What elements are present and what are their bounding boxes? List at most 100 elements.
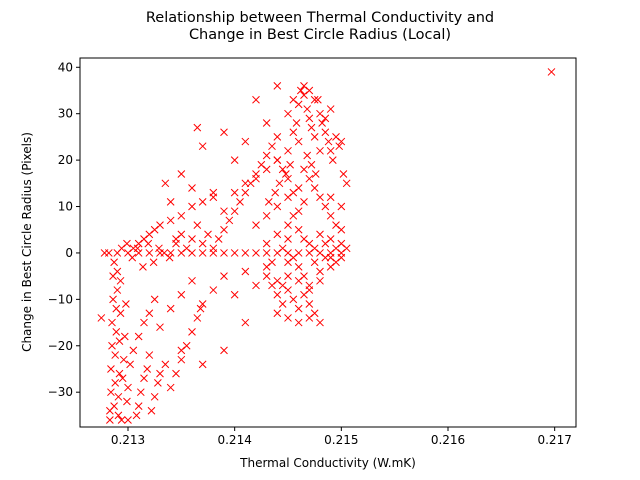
data-point-247	[128, 253, 137, 262]
data-point-15	[113, 267, 122, 276]
data-point-98	[166, 216, 175, 225]
data-point-11	[111, 351, 120, 359]
data-point-177	[294, 304, 303, 313]
data-point-47	[188, 327, 196, 336]
data-point-28	[124, 416, 132, 424]
data-point-263	[278, 165, 287, 174]
data-point-204	[307, 160, 316, 169]
data-point-62	[241, 267, 250, 276]
y-tick-label: 30	[58, 107, 73, 121]
data-point-154	[273, 202, 282, 211]
data-point-44	[172, 369, 180, 378]
data-point-238	[177, 230, 186, 239]
data-point-14	[113, 286, 122, 294]
data-point-232	[209, 244, 218, 253]
data-point-201	[326, 193, 335, 202]
data-point-203	[303, 151, 312, 160]
data-point-53	[150, 295, 159, 304]
data-point-222	[262, 151, 271, 160]
data-point-137	[324, 137, 333, 146]
data-point-157	[294, 225, 303, 234]
data-point-156	[252, 221, 260, 229]
data-point-183	[278, 300, 287, 308]
data-point-80	[220, 249, 228, 257]
data-point-8	[110, 258, 118, 267]
data-point-194	[294, 276, 303, 285]
data-point-216	[264, 198, 273, 206]
data-point-176	[289, 295, 298, 304]
data-point-246	[133, 244, 142, 253]
data-point-264	[273, 156, 282, 164]
data-point-145	[300, 165, 308, 174]
data-point-188	[273, 230, 282, 239]
data-point-237	[182, 244, 191, 253]
data-point-132	[310, 133, 319, 141]
data-point-31	[129, 346, 138, 355]
data-point-118	[220, 128, 228, 137]
data-point-243	[149, 258, 158, 267]
data-point-57	[188, 276, 196, 285]
data-point-50	[134, 332, 143, 341]
data-point-127	[296, 86, 305, 95]
data-point-205	[311, 170, 320, 178]
data-point-29	[124, 383, 132, 392]
data-point-116	[198, 142, 207, 151]
data-point-30	[126, 360, 134, 369]
data-point-9	[110, 402, 118, 410]
data-point-192	[268, 258, 276, 267]
data-point-229	[225, 216, 234, 225]
data-point-37	[145, 351, 154, 359]
data-point-245	[139, 263, 147, 271]
data-point-161	[316, 230, 324, 239]
data-point-59	[209, 286, 218, 294]
data-point-131	[307, 123, 316, 132]
data-point-207	[321, 114, 330, 123]
data-point-187	[262, 239, 271, 248]
data-point-236	[188, 235, 196, 243]
data-point-83	[252, 249, 260, 257]
y-tick-label: 10	[58, 200, 73, 214]
data-point-123	[273, 81, 282, 90]
data-point-142	[337, 137, 346, 146]
data-point-210	[294, 137, 303, 146]
data-point-150	[326, 211, 335, 220]
data-point-211	[292, 119, 301, 127]
data-point-227	[236, 198, 244, 206]
y-tick-label: −10	[48, 292, 73, 306]
data-point-230	[220, 225, 228, 234]
data-point-121	[252, 95, 260, 104]
data-point-35	[140, 374, 148, 383]
data-point-112	[166, 198, 175, 206]
data-point-252	[273, 309, 282, 318]
data-point-73	[145, 249, 154, 257]
data-point-105	[230, 188, 239, 197]
data-point-49	[196, 304, 205, 313]
data-point-3	[107, 365, 115, 373]
data-point-233	[204, 230, 212, 239]
data-point-214	[275, 179, 284, 188]
data-point-146	[305, 174, 314, 183]
data-point-12	[112, 327, 121, 336]
data-point-218	[300, 81, 308, 90]
data-point-60	[220, 272, 228, 281]
data-point-135	[318, 119, 326, 127]
data-point-113	[177, 170, 186, 178]
data-point-126	[294, 100, 303, 109]
data-point-136	[321, 128, 330, 137]
x-tick-label: 0.215	[324, 433, 358, 447]
data-point-58	[198, 300, 207, 308]
y-tick-label: 20	[58, 153, 73, 167]
data-point-25	[120, 332, 129, 341]
data-point-67	[97, 314, 106, 322]
data-point-26	[122, 300, 130, 308]
data-point-242	[155, 244, 163, 253]
data-point-202	[337, 202, 346, 211]
data-point-212	[286, 160, 294, 169]
data-point-221	[268, 142, 276, 151]
data-point-10	[111, 379, 120, 387]
data-point-63	[252, 281, 260, 290]
data-point-155	[262, 211, 271, 220]
data-point-120	[241, 137, 250, 146]
data-point-117	[209, 188, 218, 197]
